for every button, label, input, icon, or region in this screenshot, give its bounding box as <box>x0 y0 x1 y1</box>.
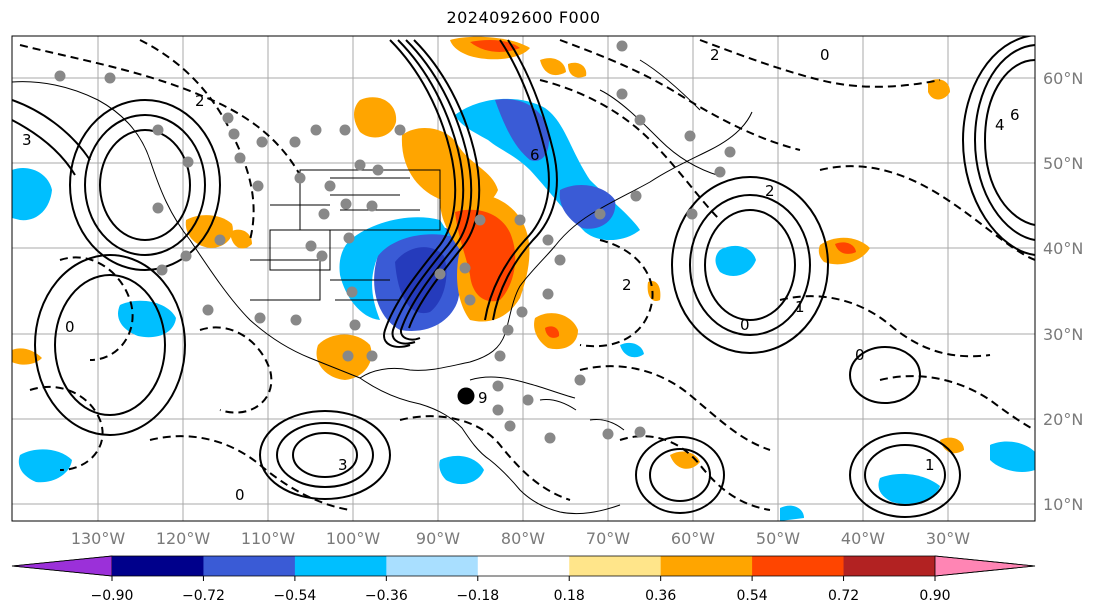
colorbar-tick-label: −0.18 <box>456 588 499 604</box>
colorbar-segment <box>477 556 570 576</box>
colorbar-tick-label: −0.72 <box>182 588 225 604</box>
colorbar-segment <box>386 556 479 576</box>
map-border <box>11 35 1036 522</box>
coastlines <box>12 59 753 515</box>
contour-label: 0 <box>235 486 245 504</box>
colorbar-tick-label: 0.36 <box>645 588 676 604</box>
contour-label: 1 <box>795 298 805 316</box>
graticule <box>12 36 1035 521</box>
lat-label: 10°N <box>1043 495 1083 514</box>
lon-label: 110°W <box>241 529 296 548</box>
colorbar-tick-label: 0.90 <box>919 588 950 604</box>
lon-label: 80°W <box>501 529 545 548</box>
latitude-labels: 60°N 50°N 40°N 30°N 20°N 10°N <box>1043 69 1083 514</box>
lat-label: 20°N <box>1043 410 1083 429</box>
contour-label: 0 <box>65 318 75 336</box>
contour-label: 0 <box>855 346 865 364</box>
map-title: 2024092600 F000 <box>446 8 601 27</box>
lat-label: 60°N <box>1043 69 1083 88</box>
colorbar-extension-high <box>934 555 1036 577</box>
contour-label: 6 <box>1010 106 1020 124</box>
colorbar-tick-label: −0.90 <box>91 588 134 604</box>
colorbar-segment <box>660 556 753 576</box>
contour-label: 2 <box>622 276 632 294</box>
contour-label: 0 <box>740 316 750 334</box>
longitude-labels: 130°W 120°W 110°W 100°W 90°W 80°W 70°W 6… <box>71 529 970 548</box>
colorbar-tick-label: −0.36 <box>365 588 408 604</box>
lon-label: 50°W <box>756 529 800 548</box>
colorbar-segment <box>569 556 662 576</box>
lon-label: 90°W <box>416 529 460 548</box>
contour-label: 0 <box>820 46 830 64</box>
lat-label: 50°N <box>1043 154 1083 173</box>
contour-label: 4 <box>995 116 1005 134</box>
contour-label: 3 <box>338 456 348 474</box>
lon-label: 120°W <box>156 529 211 548</box>
contour-label: 3 <box>22 131 32 149</box>
contour-label: 1 <box>925 456 935 474</box>
lon-label: 100°W <box>326 529 381 548</box>
colorbar-segment <box>752 556 845 576</box>
observation-points <box>54 40 736 444</box>
contour-label: 2 <box>765 182 775 200</box>
colorbar-segment <box>112 556 204 576</box>
colorbar-segment <box>294 556 387 576</box>
colorbar-tick-label: 0.72 <box>828 588 859 604</box>
colorbar-tick-label: 0.18 <box>554 588 585 604</box>
lon-label: 130°W <box>71 529 126 548</box>
contour-label: 2 <box>710 46 720 64</box>
lat-label: 30°N <box>1043 325 1083 344</box>
colorbar-tick-label: −0.54 <box>273 588 316 604</box>
colorbar-extension-low <box>11 555 113 577</box>
contour-labels: 2 3 0 3 0 0 2 1 6 4 1 2 9 6 2 0 0 <box>22 46 1020 504</box>
lon-label: 70°W <box>586 529 630 548</box>
lat-label: 40°N <box>1043 239 1083 258</box>
contour-label: 2 <box>195 92 205 110</box>
lon-label: 30°W <box>926 529 970 548</box>
lon-label: 40°W <box>841 529 885 548</box>
contour-label: 9 <box>478 389 488 407</box>
colorbar: −0.90 −0.72 −0.54 −0.36 −0.18 0.18 0.36 0.54 0.7… <box>11 555 1036 604</box>
storm-center-marker <box>457 387 475 405</box>
colorbar-segment <box>843 556 936 576</box>
colorbar-segment <box>203 556 296 576</box>
contour-label: 6 <box>530 146 540 164</box>
positive-contours <box>12 36 1035 518</box>
colorbar-tick-label: 0.54 <box>737 588 768 604</box>
lon-label: 60°W <box>671 529 715 548</box>
